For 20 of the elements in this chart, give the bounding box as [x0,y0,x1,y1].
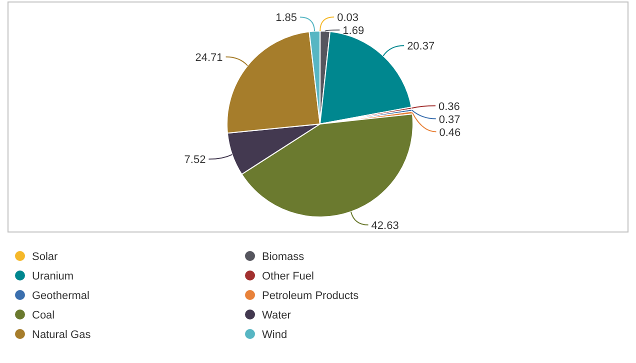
data-label: 0.46 [439,126,461,139]
legend-label: Biomass [262,251,305,263]
legend-label: Coal [32,310,55,322]
legend-label: Petroleum Products [262,290,360,302]
data-label: 7.52 [184,154,206,166]
legend-label: Other Fuel [262,270,314,282]
data-label: 0.37 [438,114,460,126]
legend-label: Wind [262,329,288,341]
data-label: 1.69 [342,25,364,37]
data-label: 1.85 [276,12,298,24]
legend-label: Natural Gas [32,329,92,341]
legend-label: Water [262,310,292,322]
data-label: 0.36 [438,100,460,113]
data-label: 42.63 [371,220,399,232]
legend-label: Geothermal [32,290,90,302]
legend-label: Solar [32,251,58,263]
legend-label: Uranium [32,270,74,282]
data-label: 0.03 [337,12,359,24]
data-label: 24.71 [195,52,223,64]
data-label: 20.37 [407,40,435,53]
